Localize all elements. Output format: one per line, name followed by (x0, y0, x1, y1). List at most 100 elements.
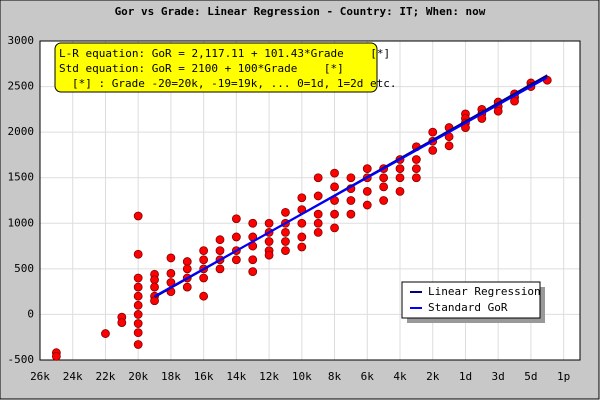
point (150, 296, 159, 306)
point (101, 329, 110, 338)
x-tick-label: 2k (426, 370, 440, 383)
point (379, 196, 389, 205)
point (133, 340, 143, 349)
point (215, 235, 225, 245)
point (264, 237, 274, 246)
point (231, 255, 241, 265)
point (117, 318, 127, 328)
x-tick-label: 20k (128, 370, 148, 383)
point (395, 173, 405, 183)
annotation: [*] : Grade -20=20k, -19=19k, ... 0=1d, … (72, 77, 397, 90)
point (264, 218, 274, 228)
point (264, 250, 274, 260)
annotation-box (54, 42, 378, 93)
y-tick-label: 500 (14, 262, 34, 275)
y-tick-label: 3000 (8, 34, 35, 47)
point (379, 182, 389, 192)
point (133, 291, 143, 301)
point (297, 193, 307, 203)
point (411, 173, 421, 183)
point (231, 232, 241, 242)
point (330, 209, 339, 219)
point (346, 196, 356, 205)
annotation: L-R equation: GoR = 2,117.11 + 101.43*Gr… (59, 47, 390, 60)
point (346, 209, 356, 219)
point (248, 267, 258, 276)
x-tick-label: 18k (161, 370, 181, 383)
point (133, 300, 143, 310)
chart-title: Gor vs Grade: Linear Regression - Countr… (115, 5, 486, 18)
point (215, 246, 225, 256)
point (231, 214, 241, 224)
point (215, 264, 225, 274)
point (199, 273, 209, 283)
plot-border (39, 40, 581, 361)
legend (401, 281, 541, 319)
point (428, 127, 438, 137)
x-tick-label: 16k (194, 370, 214, 383)
point (297, 232, 307, 242)
point (362, 186, 372, 196)
x-tick-label: 10k (292, 370, 312, 383)
point (444, 141, 454, 151)
point (313, 218, 323, 228)
point (313, 173, 323, 183)
point (281, 237, 290, 246)
point (330, 168, 339, 178)
point (297, 242, 307, 252)
x-tick-label: 22k (96, 370, 116, 383)
x-tick-label: 24k (63, 370, 83, 383)
point (297, 218, 307, 228)
point (379, 173, 389, 183)
y-tick-label: -500 (8, 353, 35, 366)
x-tick-label: 12k (259, 370, 279, 383)
x-tick-label: 6k (361, 370, 375, 383)
point (362, 164, 372, 174)
point (281, 246, 290, 256)
point (133, 310, 143, 319)
point (411, 164, 421, 174)
point (313, 191, 323, 201)
point (510, 96, 519, 106)
x-tick-label: 4k (393, 370, 407, 383)
point (313, 227, 323, 237)
y-tick-label: 1000 (8, 216, 35, 229)
point (133, 328, 143, 338)
point (330, 223, 339, 233)
point (182, 282, 192, 292)
point (313, 209, 323, 219)
point (248, 218, 258, 228)
point (166, 253, 176, 263)
point (133, 319, 143, 328)
legend-label: Linear Regression (428, 285, 541, 298)
point (493, 106, 503, 116)
x-tick-label: 1d (459, 370, 472, 383)
regression-line (154, 76, 548, 298)
y-tick-label: 2000 (8, 125, 35, 138)
point (182, 264, 192, 274)
point (150, 282, 159, 292)
point (346, 173, 356, 183)
y-tick-label: 1500 (8, 171, 35, 184)
point (166, 269, 176, 278)
point (362, 200, 372, 210)
point (395, 164, 405, 174)
x-tick-label: 26k (30, 370, 50, 383)
x-tick-label: 14k (226, 370, 246, 383)
x-tick-label: 8k (328, 370, 342, 383)
point (133, 249, 143, 259)
point (133, 211, 143, 221)
point (51, 351, 61, 361)
point (199, 255, 209, 265)
x-tick-label: 3d (492, 370, 505, 383)
x-tick-label: 1p (557, 370, 570, 383)
point (281, 227, 290, 237)
point (199, 291, 209, 301)
point (133, 273, 143, 283)
legend-label: Standard GoR (428, 301, 508, 314)
point (248, 255, 258, 265)
point (182, 257, 192, 266)
point (133, 282, 143, 292)
point (199, 246, 209, 256)
